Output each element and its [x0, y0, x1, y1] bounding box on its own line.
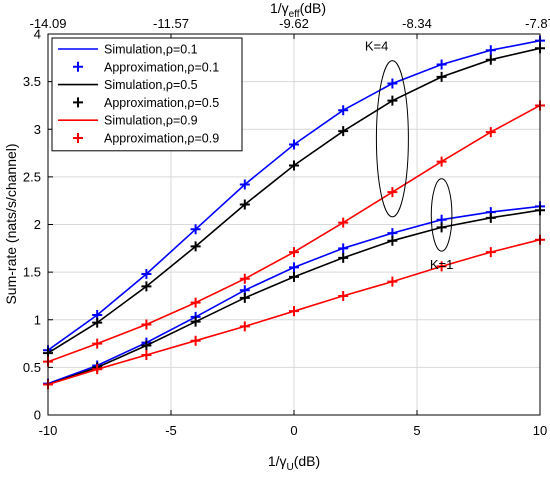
annotation-group: K=4 K=1: [365, 39, 453, 273]
data-point: [387, 95, 398, 106]
x-tick-label: 0: [290, 423, 297, 438]
annotation-ellipse: [430, 178, 453, 252]
y-tick-label: 1: [34, 312, 41, 327]
data-point: [141, 340, 152, 351]
top-x-tick-label: -7.87: [525, 16, 550, 31]
x-axis-label: 1/γU(dB): [268, 453, 320, 473]
data-point: [387, 78, 398, 89]
data-point: [289, 247, 299, 258]
legend-entry: Approximation,ρ=0.9: [73, 132, 219, 146]
data-point: [436, 156, 447, 167]
data-point: [338, 252, 349, 263]
data-point: [92, 338, 103, 349]
data-point: [387, 276, 398, 287]
data-point: [190, 224, 201, 235]
data-point: [485, 127, 496, 138]
data-point: [485, 247, 496, 258]
annotation-label: K=4: [365, 39, 389, 54]
x-tick-label: -5: [165, 423, 177, 438]
data-point: [387, 235, 398, 246]
top-x-tick-label: -14.09: [30, 16, 67, 31]
legend-entry: Simulation,ρ=0.5: [58, 78, 198, 92]
data-point: [239, 321, 250, 332]
data-point: [239, 273, 250, 284]
series-3: [43, 43, 545, 359]
legend-label: Simulation,ρ=0.5: [104, 78, 198, 92]
data-point: [485, 212, 496, 223]
legend: Simulation,ρ=0.1 Approximation,ρ=0.1 Simul…: [51, 37, 243, 152]
legend-label: Simulation,ρ=0.9: [104, 114, 198, 128]
legend-entry: Simulation,ρ=0.1: [58, 43, 198, 57]
legend-entry: Approximation,ρ=0.5: [73, 96, 219, 110]
data-point: [436, 222, 447, 233]
data-point: [190, 297, 201, 308]
top-x-axis-label: 1/γeff(dB): [270, 0, 326, 20]
data-point: [141, 319, 152, 330]
data-point: [436, 59, 447, 70]
y-tick-label: 0.5: [23, 360, 41, 375]
data-point: [190, 335, 201, 346]
y-tick-label: 1.5: [23, 265, 41, 280]
legend-entry: Simulation,ρ=0.9: [58, 114, 198, 128]
y-tick-label: 2: [34, 217, 41, 232]
legend-box: [51, 37, 243, 152]
data-point: [239, 179, 250, 190]
data-point: [289, 160, 299, 171]
legend-marker-swatch: [73, 133, 83, 143]
data-point: [190, 241, 201, 252]
data-point: [239, 199, 250, 210]
data-point: [141, 349, 152, 360]
data-point: [141, 281, 152, 292]
data-point: [190, 316, 201, 327]
x-tick-label: 10: [533, 423, 547, 438]
series-7: [43, 205, 545, 390]
data-point: [485, 54, 496, 65]
data-point: [338, 217, 349, 228]
annotation-label: K=1: [430, 257, 454, 272]
annotation-ellipse: [375, 60, 409, 218]
data-point: [436, 261, 447, 272]
y-axis-label: Sum-rate (nats/s/channel): [3, 143, 19, 304]
data-point: [289, 306, 299, 317]
data-point: [436, 71, 447, 82]
tick-group: -10 -5 0 5 10 -14.09 -11.57 -9.62 -8.34 -7.87 0 0.5…: [23, 16, 550, 438]
data-point: [387, 187, 398, 198]
data-point: [485, 45, 496, 56]
legend-marker-swatch: [73, 61, 83, 72]
data-point: [338, 105, 349, 116]
legend-label: Approximation,ρ=0.1: [104, 60, 219, 74]
data-point: [289, 271, 299, 282]
data-point: [92, 364, 103, 375]
y-tick-label: 2.5: [23, 169, 41, 184]
legend-label: Simulation,ρ=0.1: [104, 43, 198, 57]
y-tick-label: 0: [34, 408, 41, 423]
legend-label: Approximation,ρ=0.5: [104, 96, 219, 110]
legend-entry: Approximation,ρ=0.1: [73, 60, 219, 74]
top-x-tick-label: -9.62: [279, 16, 309, 31]
legend-marker-swatch: [73, 97, 83, 108]
top-x-tick-label: -8.34: [402, 16, 432, 31]
data-point: [338, 290, 349, 301]
y-tick-label: 3: [34, 122, 41, 137]
data-point: [289, 139, 299, 150]
x-tick-label: -10: [39, 423, 58, 438]
data-point: [239, 292, 250, 303]
data-point: [92, 317, 103, 328]
data-point: [338, 126, 349, 137]
x-tick-label: 5: [413, 423, 420, 438]
y-tick-label: 4: [34, 27, 41, 42]
legend-label: Approximation,ρ=0.9: [104, 132, 219, 146]
data-point: [338, 243, 349, 254]
data-point: [141, 269, 152, 280]
top-x-tick-label: -11.57: [153, 16, 189, 31]
data-point: [289, 262, 299, 273]
y-tick-label: 3.5: [23, 74, 41, 89]
